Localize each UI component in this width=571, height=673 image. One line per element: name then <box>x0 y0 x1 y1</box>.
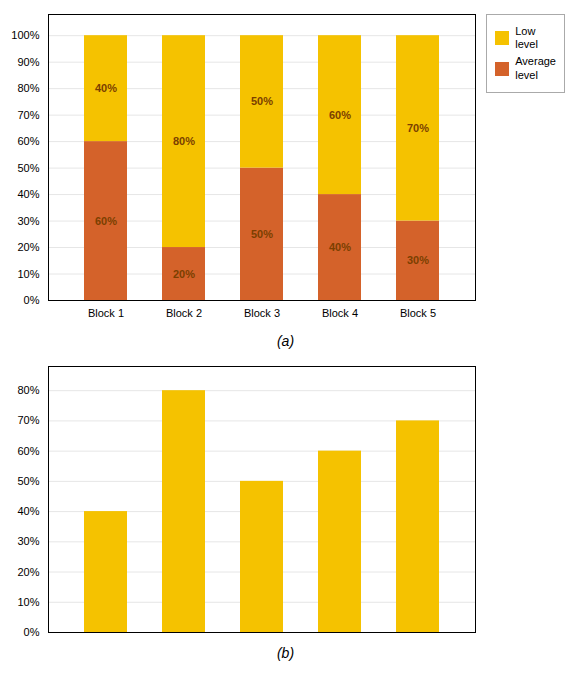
svg-text:80%: 80% <box>17 82 39 94</box>
svg-text:Block 2: Block 2 <box>166 307 202 319</box>
svg-text:70%: 70% <box>17 414 39 426</box>
svg-text:50%: 50% <box>251 95 273 107</box>
svg-text:10%: 10% <box>17 596 39 608</box>
svg-text:0%: 0% <box>24 294 40 306</box>
svg-text:0%: 0% <box>24 626 40 638</box>
html-text:Low level: Low level <box>515 25 538 51</box>
html-text:(a): (a) <box>276 333 295 349</box>
svg-text:100%: 100% <box>11 29 39 41</box>
svg-text:50%: 50% <box>17 475 39 487</box>
svg-text:40%: 40% <box>95 82 117 94</box>
svg-text:20%: 20% <box>173 268 195 280</box>
svg-text:20%: 20% <box>17 566 39 578</box>
html-text:(b): (b) <box>276 645 295 661</box>
svg-text:30%: 30% <box>407 254 429 266</box>
svg-text:50%: 50% <box>251 228 273 240</box>
svg-text:10%: 10% <box>17 268 39 280</box>
svg-text:80%: 80% <box>17 384 39 396</box>
svg-text:60%: 60% <box>95 215 117 227</box>
svg-text:90%: 90% <box>17 56 39 68</box>
svg-text:70%: 70% <box>17 109 39 121</box>
svg-text:Block 3: Block 3 <box>244 307 280 319</box>
svg-text:80%: 80% <box>173 135 195 147</box>
svg-text:40%: 40% <box>17 188 39 200</box>
svg-text:Block 4: Block 4 <box>322 307 358 319</box>
svg-text:30%: 30% <box>17 535 39 547</box>
svg-text:30%: 30% <box>17 215 39 227</box>
svg-text:Block 5: Block 5 <box>400 307 436 319</box>
svg-text:60%: 60% <box>17 135 39 147</box>
svg-text:40%: 40% <box>329 241 351 253</box>
svg-text:70%: 70% <box>407 122 429 134</box>
svg-text:60%: 60% <box>329 109 351 121</box>
svg-text:20%: 20% <box>17 241 39 253</box>
svg-text:50%: 50% <box>17 162 39 174</box>
svg-text:Block 1: Block 1 <box>88 307 124 319</box>
html-text:Average level: Average level <box>515 55 556 81</box>
svg-text:40%: 40% <box>17 505 39 517</box>
svg-text:60%: 60% <box>17 445 39 457</box>
